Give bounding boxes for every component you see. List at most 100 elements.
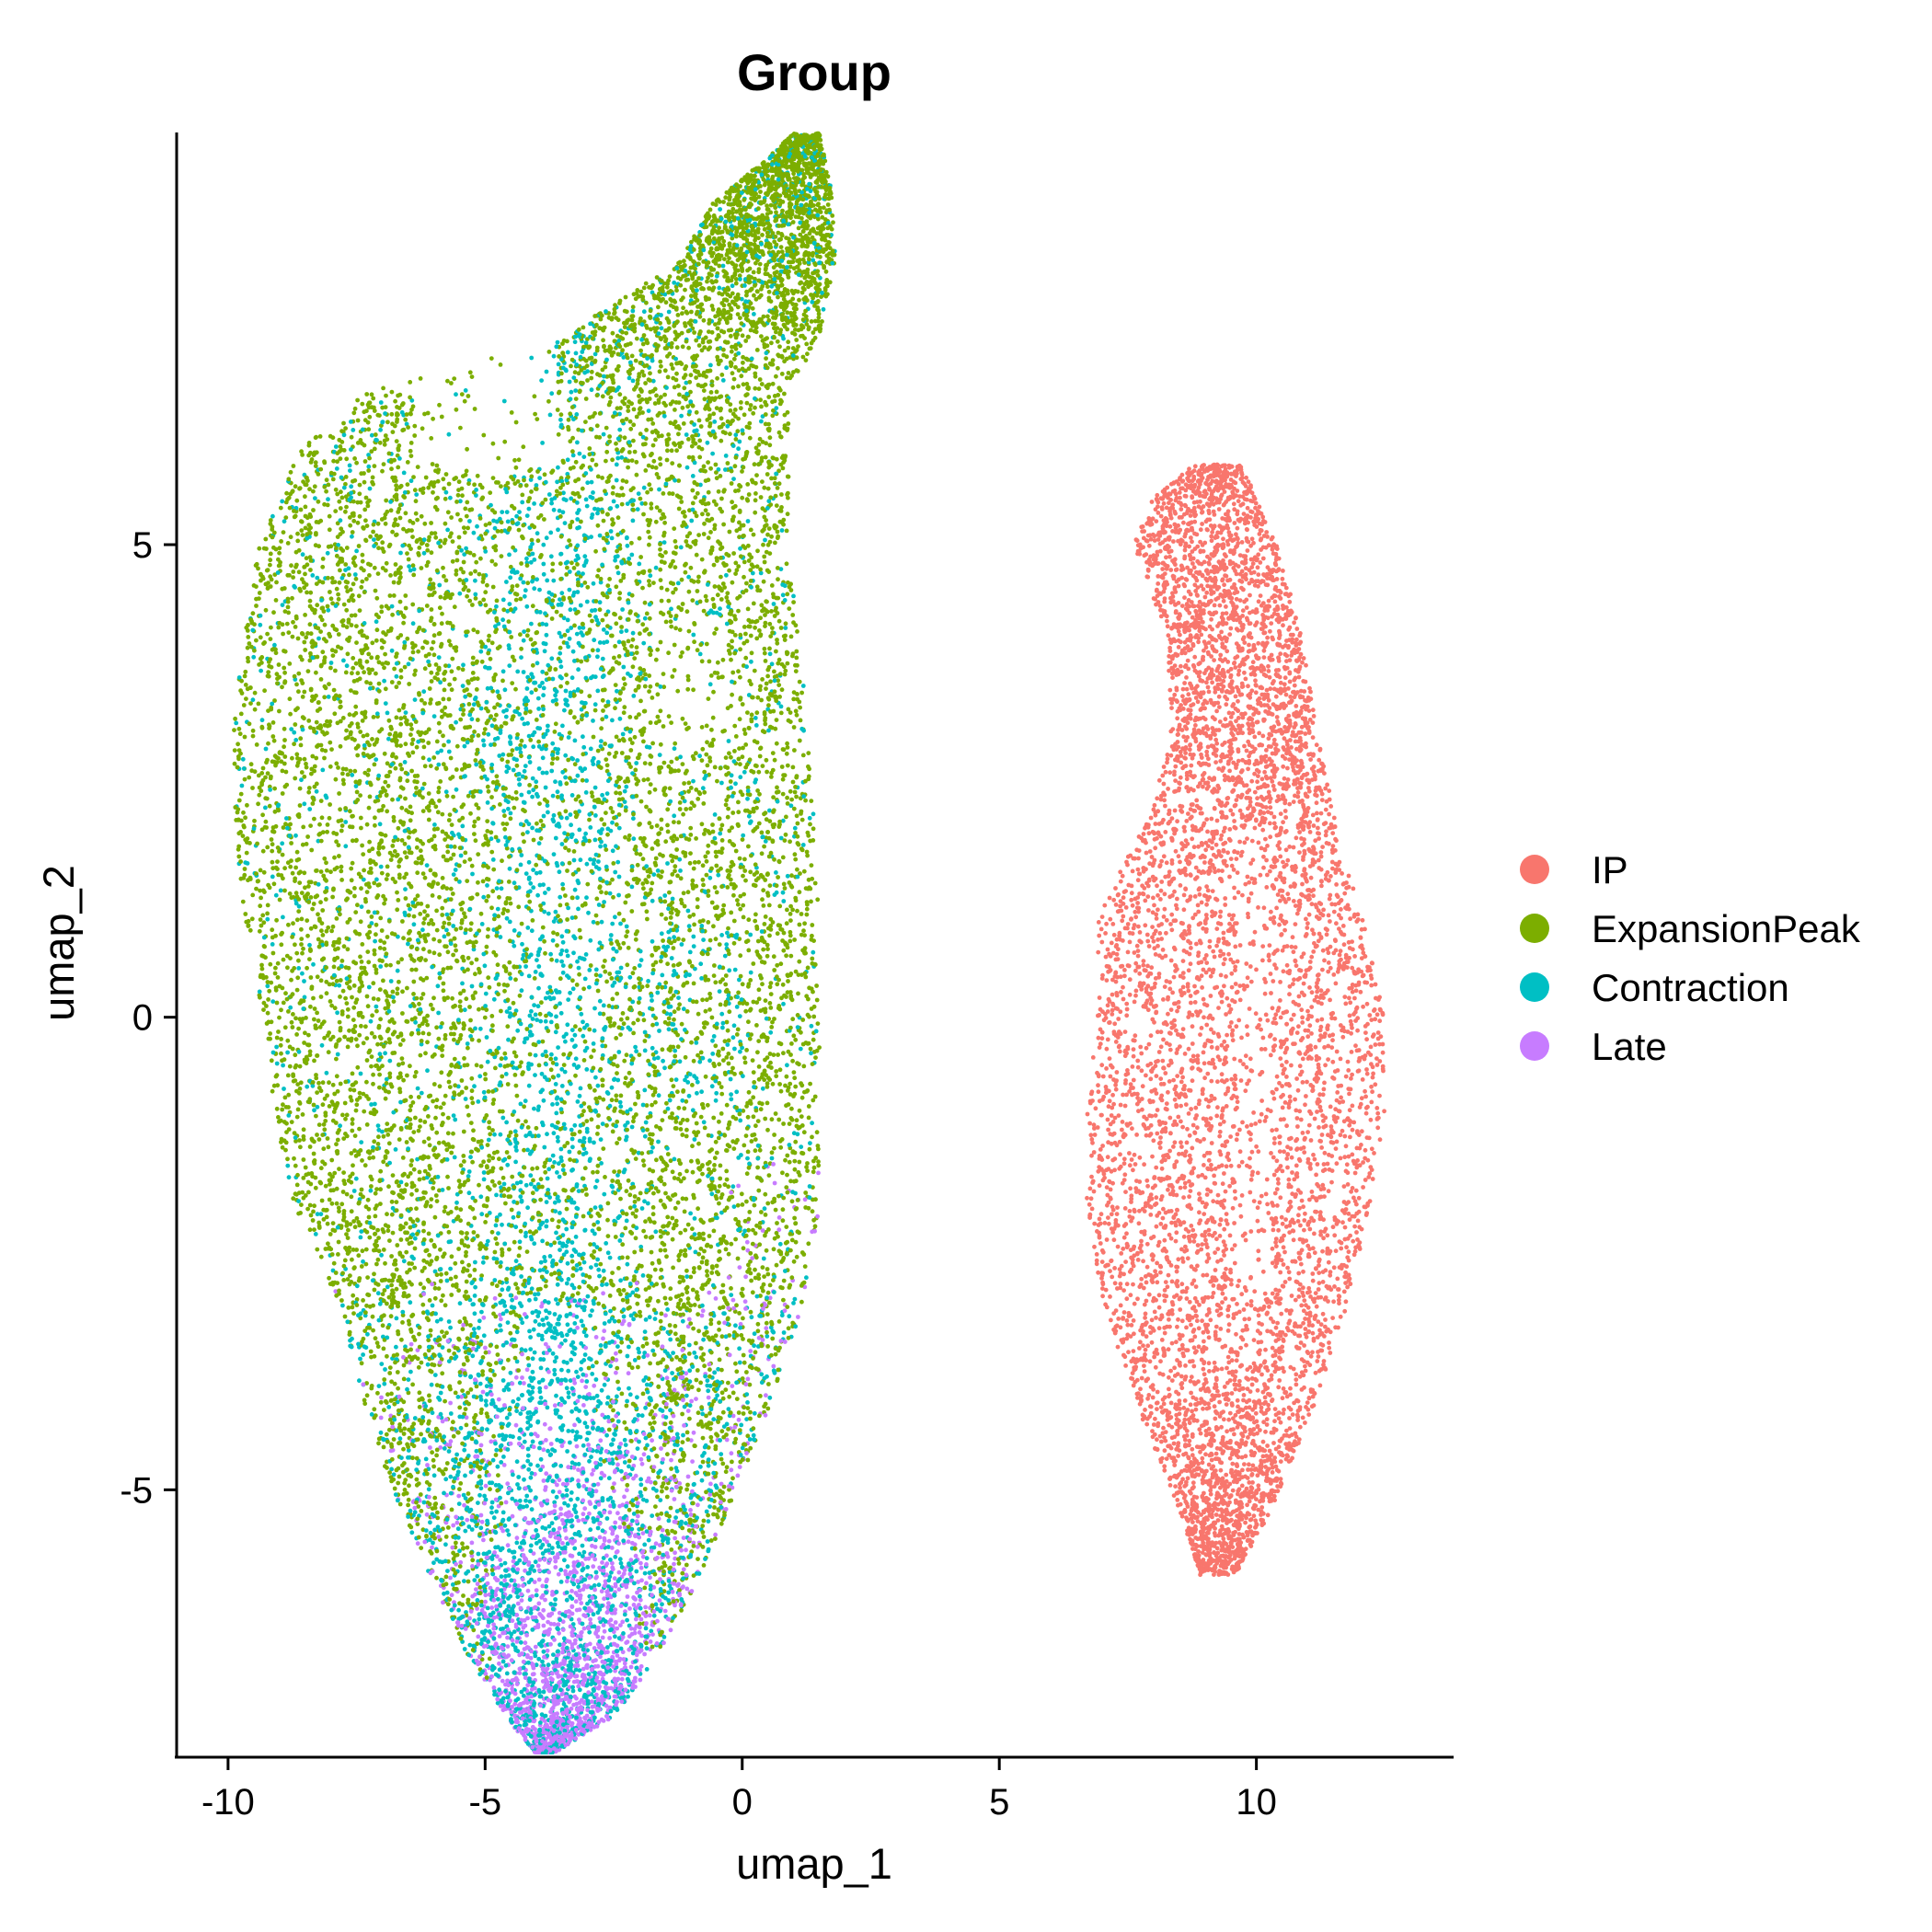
scatter-point <box>660 1485 664 1489</box>
scatter-point <box>765 1321 769 1326</box>
scatter-point <box>531 1440 535 1444</box>
scatter-point <box>689 1041 694 1045</box>
scatter-point <box>489 657 493 661</box>
scatter-point <box>775 982 779 986</box>
scatter-point <box>529 356 534 361</box>
scatter-point <box>512 1185 517 1190</box>
scatter-point <box>344 729 349 733</box>
scatter-point <box>341 659 346 663</box>
scatter-point <box>236 742 240 746</box>
scatter-point <box>445 1175 450 1179</box>
scatter-point <box>514 1423 519 1428</box>
scatter-point <box>689 1399 694 1404</box>
scatter-point <box>741 834 745 838</box>
scatter-point <box>370 914 374 919</box>
scatter-point <box>466 1174 471 1179</box>
scatter-point <box>713 1043 718 1048</box>
scatter-point <box>721 378 726 383</box>
scatter-point <box>370 433 374 438</box>
scatter-point <box>558 1001 562 1006</box>
scatter-point <box>785 752 789 756</box>
scatter-point <box>447 683 452 687</box>
scatter-point <box>672 963 676 968</box>
scatter-point <box>674 1077 679 1082</box>
scatter-point <box>498 1558 502 1562</box>
scatter-point <box>327 695 331 699</box>
scatter-point <box>354 577 359 581</box>
scatter-point <box>331 943 336 948</box>
scatter-point <box>674 545 679 549</box>
scatter-point <box>761 764 765 768</box>
scatter-point <box>467 857 472 862</box>
scatter-point <box>552 508 557 512</box>
scatter-point <box>762 486 766 490</box>
scatter-point <box>316 472 321 477</box>
scatter-point <box>421 947 426 951</box>
scatter-point <box>748 792 753 797</box>
scatter-point <box>486 1606 490 1611</box>
scatter-point <box>245 851 249 856</box>
scatter-point <box>590 790 594 795</box>
scatter-point <box>558 903 563 908</box>
scatter-point <box>788 789 793 794</box>
scatter-point <box>382 902 386 906</box>
scatter-point <box>628 1282 633 1286</box>
scatter-point <box>591 719 595 723</box>
scatter-point <box>638 1478 643 1482</box>
scatter-point <box>582 1550 587 1555</box>
scatter-point <box>421 1310 426 1315</box>
scatter-point <box>528 760 533 765</box>
scatter-point <box>265 797 270 801</box>
scatter-point <box>660 869 664 874</box>
scatter-point <box>362 868 366 873</box>
scatter-point <box>742 412 747 417</box>
scatter-point <box>599 817 604 822</box>
scatter-point <box>688 1212 693 1216</box>
scatter-point <box>572 858 577 863</box>
scatter-point <box>315 1090 319 1095</box>
scatter-point <box>598 940 603 945</box>
scatter-point <box>608 1558 613 1562</box>
scatter-point <box>286 1074 291 1078</box>
scatter-point <box>434 1131 439 1135</box>
scatter-point <box>515 522 520 526</box>
scatter-point <box>422 916 427 921</box>
scatter-point <box>715 274 719 279</box>
scatter-point <box>488 985 492 990</box>
scatter-point <box>727 739 731 743</box>
scatter-point <box>297 1138 302 1143</box>
scatter-point <box>382 1134 386 1139</box>
scatter-point <box>701 1460 706 1465</box>
scatter-point <box>611 1438 615 1443</box>
scatter-point <box>733 408 738 412</box>
scatter-point <box>647 673 651 678</box>
scatter-point <box>494 1224 499 1228</box>
scatter-point <box>556 1282 560 1287</box>
scatter-point <box>361 1298 365 1303</box>
scatter-point <box>684 1290 689 1294</box>
scatter-point <box>555 959 559 963</box>
scatter-point <box>793 1297 798 1302</box>
scatter-point <box>362 590 367 594</box>
scatter-point <box>634 460 638 465</box>
scatter-point <box>788 918 793 923</box>
scatter-point <box>473 820 477 824</box>
scatter-point <box>563 776 568 780</box>
scatter-point <box>622 710 627 715</box>
scatter-point <box>708 1245 713 1249</box>
scatter-point <box>623 1662 627 1666</box>
scatter-point <box>483 1004 488 1008</box>
scatter-point <box>680 578 684 582</box>
scatter-point <box>449 515 454 520</box>
scatter-point <box>294 683 299 687</box>
scatter-point <box>360 1158 364 1163</box>
scatter-point <box>592 1066 596 1071</box>
scatter-point <box>710 1084 715 1088</box>
scatter-point <box>660 973 664 978</box>
scatter-point <box>688 851 693 856</box>
scatter-point <box>601 657 605 661</box>
scatter-point <box>710 901 715 905</box>
scatter-point <box>273 966 278 971</box>
scatter-point <box>571 872 576 877</box>
scatter-point <box>642 454 647 459</box>
